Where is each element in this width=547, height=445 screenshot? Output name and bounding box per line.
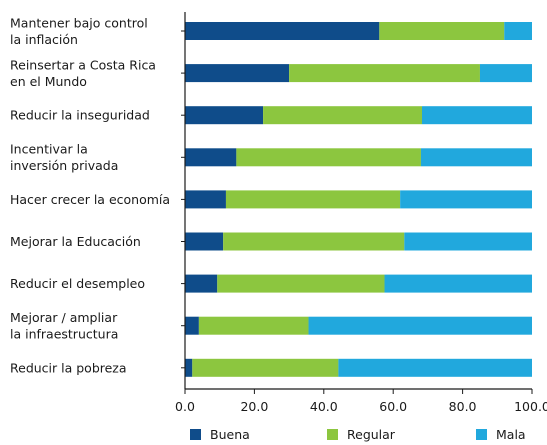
- bar-segment-buena-4: [185, 148, 237, 167]
- bar-segment-buena-3: [185, 106, 264, 125]
- category-label: Mejorar la Educación: [10, 234, 141, 249]
- bar-segment-regular-2: [289, 64, 480, 83]
- category-label: Reducir la pobreza: [10, 360, 127, 375]
- bar-segment-regular-7: [217, 274, 385, 293]
- category-label: Reducir el desempleo: [10, 276, 145, 291]
- bar-segment-regular-6: [223, 232, 405, 251]
- legend-label-mala: Mala: [496, 427, 526, 442]
- bar-segment-regular-3: [263, 106, 422, 125]
- legend-swatch-mala: [476, 429, 487, 440]
- bar-segment-mala-1: [504, 22, 532, 40]
- category-label: en el Mundo: [10, 74, 87, 89]
- bar-segment-mala-7: [384, 274, 532, 293]
- legend-label-buena: Buena: [210, 427, 250, 442]
- bar-segment-buena-7: [185, 274, 218, 293]
- bar-segment-regular-5: [225, 190, 401, 209]
- x-tick-label: 0.0: [175, 399, 195, 414]
- bar-segment-buena-9: [185, 358, 193, 377]
- category-label: Reducir la inseguridad: [10, 108, 150, 123]
- bar-segment-buena-6: [185, 232, 224, 251]
- category-label: Reinsertar a Costa Rica: [10, 57, 156, 72]
- bar-segment-buena-5: [185, 190, 226, 209]
- legend: Buena Regular Mala: [190, 427, 526, 442]
- category-label: la inflación: [10, 32, 78, 47]
- bar-segment-mala-6: [404, 232, 532, 251]
- legend-label-regular: Regular: [347, 427, 396, 442]
- bar-segment-mala-8: [308, 316, 532, 335]
- bar-segment-mala-4: [420, 148, 532, 167]
- x-tick-label: 60.0: [379, 399, 407, 414]
- bar-segment-buena-1: [185, 22, 380, 40]
- category-label: Mejorar / ampliar: [10, 310, 118, 325]
- category-label: Hacer crecer la economía: [10, 192, 170, 207]
- legend-swatch-regular: [327, 429, 338, 440]
- bars-group: [181, 22, 532, 377]
- bar-segment-mala-2: [479, 64, 532, 83]
- category-label: inversión privada: [10, 158, 118, 173]
- bar-segment-regular-8: [198, 316, 309, 335]
- bar-segment-regular-1: [379, 22, 505, 40]
- category-label: Incentivar la: [10, 142, 88, 157]
- legend-swatch-buena: [190, 429, 201, 440]
- category-label: Mantener bajo control: [10, 15, 148, 30]
- x-tick-label: 40.0: [310, 399, 338, 414]
- x-tick-label: 80.0: [449, 399, 477, 414]
- bar-segment-regular-4: [236, 148, 421, 167]
- x-tick-label: 20.0: [240, 399, 268, 414]
- bar-segment-regular-9: [192, 358, 339, 377]
- bar-segment-mala-9: [338, 358, 532, 377]
- category-labels: Mantener bajo control la inflación Reinser…: [10, 15, 170, 375]
- bar-segment-mala-3: [422, 106, 532, 125]
- bar-segment-buena-2: [185, 64, 290, 83]
- x-axis-ticks: 0.0 20.0 40.0 60.0 80.0 100.0: [175, 389, 547, 414]
- bar-segment-buena-8: [185, 316, 199, 335]
- category-label: la infraestructura: [10, 326, 118, 341]
- x-tick-label: 100.0: [514, 399, 547, 414]
- bar-segment-mala-5: [400, 190, 532, 209]
